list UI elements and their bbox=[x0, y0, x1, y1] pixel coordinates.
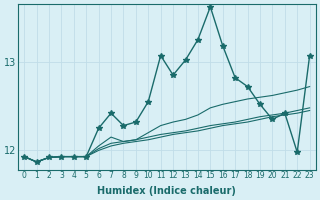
X-axis label: Humidex (Indice chaleur): Humidex (Indice chaleur) bbox=[98, 186, 236, 196]
